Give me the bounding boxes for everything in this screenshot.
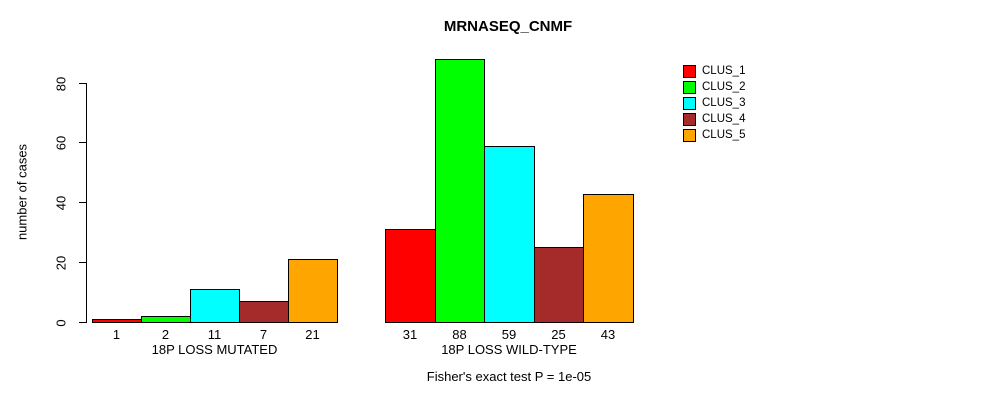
legend-swatch-clus-5 — [683, 129, 696, 142]
y-axis-tick-label: 0 — [53, 319, 69, 327]
bar-value-label: 25 — [551, 327, 566, 342]
y-axis-tick — [79, 202, 86, 203]
bar-clus-1-18p-loss-mutated — [92, 319, 142, 323]
legend-swatch-clus-2 — [683, 81, 696, 94]
legend-label-clus-4: CLUS_4 — [702, 113, 746, 125]
bar-clus-4-18p-loss-wild-type — [534, 247, 584, 323]
bar-clus-3-18p-loss-mutated — [190, 289, 240, 323]
bar-value-label: 2 — [161, 327, 170, 342]
bar-value-label: 31 — [402, 327, 418, 342]
legend-label-clus-5: CLUS_5 — [702, 129, 746, 141]
bar-clus-4-18p-loss-mutated — [239, 301, 289, 323]
y-axis-tick — [79, 322, 86, 323]
legend-label-clus-3: CLUS_3 — [702, 97, 746, 109]
bar-clus-5-18p-loss-mutated — [288, 259, 338, 323]
y-axis-line — [86, 83, 87, 323]
bar-value-label: 88 — [452, 327, 467, 342]
legend-swatch-clus-1 — [683, 65, 696, 78]
bar-clus-2-18p-loss-mutated — [141, 316, 191, 323]
group-label-18p-loss-mutated: 18P LOSS MUTATED — [151, 342, 278, 357]
y-axis-tick-label: 40 — [53, 195, 69, 211]
chart-title: MRNASEQ_CNMF — [443, 18, 573, 35]
legend-swatch-clus-3 — [683, 97, 696, 110]
group-label-18p-loss-wild-type: 18P LOSS WILD-TYPE — [441, 342, 577, 357]
bar-value-label: 43 — [600, 327, 616, 342]
y-axis-tick-label: 80 — [53, 76, 69, 92]
y-axis-tick — [79, 142, 86, 143]
y-axis-label: number of cases — [14, 143, 30, 241]
bar-value-label: 59 — [501, 327, 517, 342]
bar-value-label: 11 — [207, 327, 222, 342]
bar-clus-3-18p-loss-wild-type — [484, 146, 535, 323]
bar-clus-2-18p-loss-wild-type — [435, 59, 485, 323]
legend-label-clus-2: CLUS_2 — [702, 81, 746, 93]
legend-label-clus-1: CLUS_1 — [702, 65, 746, 77]
bar-value-label: 21 — [305, 327, 320, 342]
bar-clus-5-18p-loss-wild-type — [583, 194, 634, 323]
y-axis-tick-label: 20 — [53, 255, 69, 271]
y-axis-tick — [79, 83, 86, 84]
y-axis-tick-label: 60 — [53, 135, 69, 151]
y-axis-tick — [79, 262, 86, 263]
bar-value-label: 7 — [259, 327, 268, 342]
fisher-test-annotation: Fisher's exact test P = 1e-05 — [426, 369, 592, 384]
bar-clus-1-18p-loss-wild-type — [385, 229, 436, 323]
bar-value-label: 1 — [112, 327, 121, 342]
legend-swatch-clus-4 — [683, 113, 696, 126]
